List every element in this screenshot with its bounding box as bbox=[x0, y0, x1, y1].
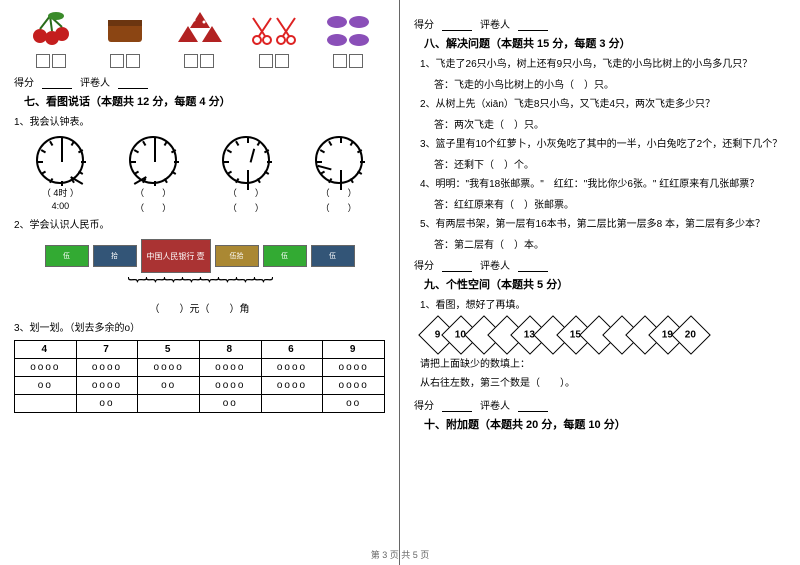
item-caps bbox=[318, 10, 378, 68]
th: 7 bbox=[76, 341, 138, 359]
item-hats bbox=[169, 10, 229, 68]
section-7-title: 七、看图说话（本题共 12 分，每题 4 分） bbox=[24, 93, 385, 109]
th: 4 bbox=[15, 341, 77, 359]
q8-1: 1、飞走了26只小鸟，树上还有9只小鸟，飞走的小鸟比树上的小鸟多几只？ bbox=[420, 57, 786, 72]
o-table: 4 7 5 8 6 9 oooooooooooooooooooooooo ooo… bbox=[14, 340, 385, 413]
bill-2: 拾 bbox=[93, 245, 137, 267]
bill-5: 伍 bbox=[311, 245, 355, 267]
clock-2-label: （ ） bbox=[127, 186, 179, 199]
q9-note1: 请把上面缺少的数填上： bbox=[420, 357, 786, 372]
reviewer-label: 评卷人 bbox=[80, 74, 110, 89]
clock-4: （ ） （ ） bbox=[313, 136, 365, 214]
q7-3: 3、划一划。（划去多余的o） bbox=[14, 321, 385, 336]
q8-5: 5、有两层书架，第一层有16本书，第二层比第一层多8 本，第二层有多少本？ bbox=[420, 217, 786, 232]
money-label: （ ）元（ ）角 bbox=[14, 300, 385, 315]
table-header-row: 4 7 5 8 6 9 bbox=[15, 341, 385, 359]
score-reviewer-9: 得分 评卷人 bbox=[414, 257, 786, 272]
section-10-title: 十、附加题（本题共 20 分，每题 10 分） bbox=[424, 416, 786, 432]
th: 8 bbox=[199, 341, 261, 359]
q8-2: 2、从树上先（xiān）飞走8只小鸟，又飞走4只，两次飞走多少只？ bbox=[420, 97, 786, 112]
bill-3: 伍拾 bbox=[215, 245, 259, 267]
q7-1: 1、我会认钟表。 bbox=[14, 115, 385, 130]
score-reviewer-8: 得分 评卷人 bbox=[414, 16, 786, 31]
item-wallet bbox=[95, 10, 155, 68]
q9-1: 1、看图，想好了再填。 bbox=[420, 298, 786, 313]
table-row: oooooo bbox=[15, 395, 385, 413]
clock-3: （ ） （ ） bbox=[220, 136, 272, 214]
a8-2: 答：两次飞走（ ）只。 bbox=[434, 116, 786, 131]
clock-2: （ ） （ ） bbox=[127, 136, 179, 214]
clock-4-label: （ ） bbox=[313, 186, 365, 199]
page-footer: 第 3 页 共 5 页 bbox=[0, 548, 800, 561]
section-9-title: 九、个性空间（本题共 5 分） bbox=[424, 276, 786, 292]
score-reviewer-7: 得分 评卷人 bbox=[14, 74, 385, 89]
th: 6 bbox=[261, 341, 323, 359]
money-block: 伍 拾 中国人民银行 壹 伍拾 伍 伍 ︸︸︸︸︸︸︸︸ （ ）元（ ）角 bbox=[14, 239, 385, 315]
a8-5: 答：第二层有（ ）本。 bbox=[434, 236, 786, 251]
section-8-title: 八、解决问题（本题共 15 分，每题 3 分） bbox=[424, 35, 786, 51]
table-row: oooooooooooooooooooooooo bbox=[15, 359, 385, 377]
q9-note2: 从右往左数，第三个数是（ ）。 bbox=[420, 376, 786, 391]
a8-1: 答：飞走的小鸟比树上的小鸟（ ）只。 bbox=[434, 76, 786, 91]
diamond-row: 9 10 13 15 19 20 bbox=[414, 321, 786, 349]
clock-1: （ 4时 ） 4:00 bbox=[34, 136, 86, 214]
clock-3-label: （ ） bbox=[220, 186, 272, 199]
bill-big: 中国人民银行 壹 bbox=[141, 239, 211, 273]
item-scissors bbox=[244, 10, 304, 68]
table-row: oooooooooooooooooooo bbox=[15, 377, 385, 395]
th: 9 bbox=[323, 341, 385, 359]
q7-2: 2、学会认识人民币。 bbox=[14, 218, 385, 233]
left-column: 得分 评卷人 七、看图说话（本题共 12 分，每题 4 分） 1、我会认钟表。 … bbox=[0, 0, 400, 565]
image-count-row bbox=[14, 10, 385, 68]
score-label: 得分 bbox=[14, 74, 34, 89]
clock-1-label: （ 4时 ） bbox=[34, 186, 86, 199]
item-cherries bbox=[21, 10, 81, 68]
th: 5 bbox=[138, 341, 200, 359]
q8-4: 4、明明："我有18张邮票。" 红红："我比你少6张。" 红红原来有几张邮票？ bbox=[420, 177, 786, 192]
q8-3: 3、篮子里有10个红萝卜，小灰兔吃了其中的一半，小白兔吃了2个，还剩下几个？ bbox=[420, 137, 786, 152]
score-reviewer-10: 得分 评卷人 bbox=[414, 397, 786, 412]
right-column: 得分 评卷人 八、解决问题（本题共 15 分，每题 3 分） 1、飞走了26只小… bbox=[400, 0, 800, 565]
diamond: 20 bbox=[671, 315, 711, 355]
bill-4: 伍 bbox=[263, 245, 307, 267]
brace-icon: ︸︸︸︸︸︸︸︸ bbox=[14, 271, 385, 300]
a8-4: 答：红红原来有（ ）张邮票。 bbox=[434, 196, 786, 211]
a8-3: 答：还剩下（ ）个。 bbox=[434, 156, 786, 171]
clock-row: （ 4时 ） 4:00 （ ） （ ） （ ） （ ） （ ） bbox=[14, 136, 385, 214]
bill-1: 伍 bbox=[45, 245, 89, 267]
